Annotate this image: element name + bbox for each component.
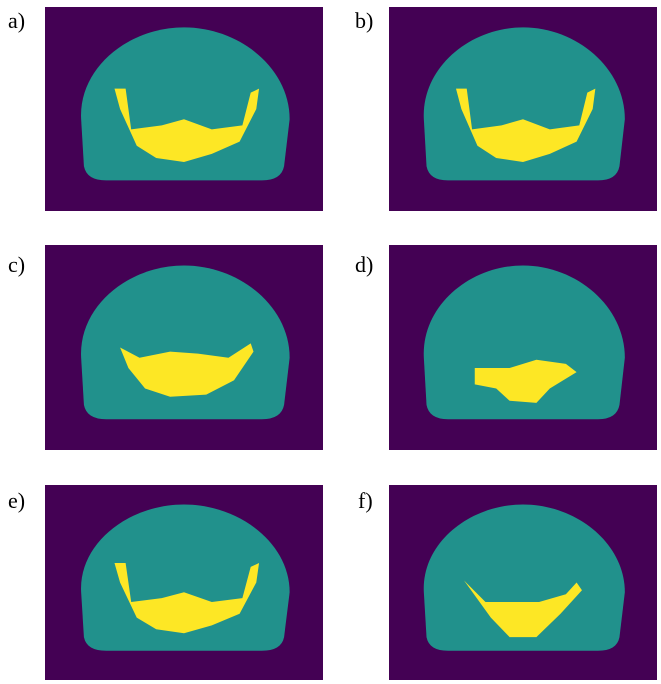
segmentation-image: [45, 245, 323, 450]
segmentation-image: [45, 7, 323, 211]
segmentation-image: [45, 485, 323, 680]
panel-label: b): [355, 8, 373, 34]
panel-label: f): [358, 488, 373, 514]
segmentation-image: [389, 7, 657, 211]
segmentation-image: [389, 485, 657, 680]
panel-label: c): [8, 252, 25, 278]
segmentation-image: [389, 245, 657, 450]
panel-label: e): [8, 488, 25, 514]
figure: a) b) c) d) e) f): [0, 0, 661, 684]
panel-label: a): [8, 8, 25, 34]
panel-label: d): [355, 252, 373, 278]
